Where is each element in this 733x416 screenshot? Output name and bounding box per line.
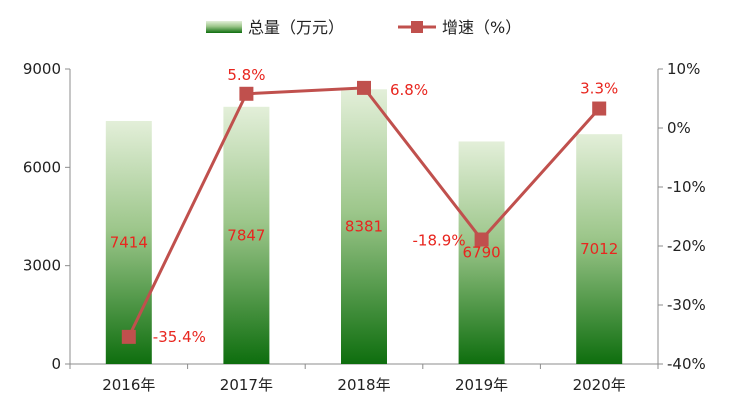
bar: [223, 106, 270, 364]
x-tick-label: 2018年: [337, 376, 390, 394]
y-right-tick-label: -20%: [667, 237, 706, 255]
rate-marker: [357, 80, 371, 95]
line-series: [121, 80, 607, 344]
y-left-tick-label: 6000: [23, 158, 61, 176]
legend-swatch-total: [206, 21, 242, 33]
y-left-tick-label: 9000: [23, 60, 61, 78]
y-left-tick-label: 3000: [23, 257, 61, 275]
bar-value-label: 7414: [110, 233, 148, 251]
bar-value-label: 7012: [580, 240, 618, 258]
rate-value-label: 6.8%: [390, 81, 428, 99]
legend: 总量（万元） 增速（%）: [206, 18, 521, 37]
y-right-tick-label: -40%: [667, 355, 706, 373]
rate-marker: [239, 86, 254, 101]
x-tick-label: 2019年: [455, 376, 508, 394]
x-tick-label: 2017年: [220, 376, 273, 394]
bar: [105, 120, 152, 364]
data-labels: 7414 7847 8381 6790 7012 -35.4% 5.8% 6.8% -18.9%…: [110, 66, 619, 346]
rate-value-label: 5.8%: [227, 66, 265, 84]
y-right-tick-label: -10%: [667, 178, 706, 196]
bar-value-label: 7847: [227, 226, 265, 244]
y-right-tick-label: 0%: [667, 119, 691, 137]
rate-value-label: 3.3%: [580, 80, 618, 98]
legend-label-rate: 增速（%）: [442, 18, 521, 37]
x-tick-label: 2020年: [573, 376, 626, 394]
x-tick-label: 2016年: [102, 376, 155, 394]
y-right-tick-label: -30%: [667, 296, 706, 314]
y-left-tick-label: 0: [51, 355, 61, 373]
bar-series: [105, 89, 623, 365]
rate-value-label: -18.9%: [413, 232, 466, 250]
legend-marker-rate: [411, 21, 423, 33]
rate-value-label: -35.4%: [153, 328, 206, 346]
rate-marker: [474, 232, 489, 247]
rate-marker: [592, 101, 607, 116]
bar-value-label: 8381: [345, 218, 383, 236]
y-right-tick-label: 10%: [667, 60, 700, 78]
bar: [576, 134, 623, 364]
bar: [341, 89, 387, 365]
legend-label-total: 总量（万元）: [248, 18, 344, 37]
bar-value-label: 6790: [463, 244, 501, 262]
axes: 0 3000 6000 9000 10% 0% -10% -20% -30% -40% 2016年 2…: [23, 60, 706, 394]
rate-marker: [121, 329, 136, 344]
bar: [458, 141, 505, 364]
